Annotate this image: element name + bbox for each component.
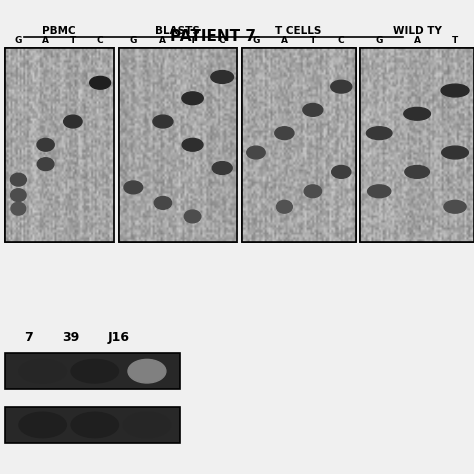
Ellipse shape [128, 359, 166, 383]
Ellipse shape [368, 185, 391, 198]
Text: A: A [281, 36, 288, 46]
Text: BLASTS: BLASTS [155, 26, 200, 36]
Text: G: G [129, 36, 137, 46]
Ellipse shape [441, 84, 469, 97]
Ellipse shape [211, 71, 234, 83]
Ellipse shape [10, 189, 26, 201]
Text: T CELLS: T CELLS [275, 26, 322, 36]
Ellipse shape [304, 185, 321, 198]
Text: G: G [375, 36, 383, 46]
Ellipse shape [182, 138, 203, 151]
Ellipse shape [154, 197, 172, 210]
Text: A: A [159, 36, 166, 46]
Ellipse shape [123, 412, 171, 438]
Text: PATIENT 7: PATIENT 7 [170, 28, 256, 44]
Ellipse shape [332, 165, 351, 178]
Ellipse shape [11, 202, 26, 215]
Text: G: G [15, 36, 22, 46]
Bar [118, 48, 237, 242]
Bar [242, 48, 356, 242]
Ellipse shape [444, 201, 466, 213]
Text: C: C [97, 36, 103, 46]
Ellipse shape [90, 76, 110, 89]
Text: A: A [414, 36, 420, 46]
Bar [118, 48, 237, 242]
Ellipse shape [19, 412, 66, 438]
Ellipse shape [275, 127, 294, 139]
Bar [5, 353, 180, 389]
Ellipse shape [442, 146, 468, 159]
Ellipse shape [184, 210, 201, 223]
Text: G: G [252, 36, 260, 46]
Bar [5, 48, 114, 242]
Ellipse shape [64, 115, 82, 128]
Text: A: A [42, 36, 49, 46]
Ellipse shape [276, 201, 292, 213]
Bar [360, 48, 474, 242]
Text: C: C [219, 36, 226, 46]
Bar [242, 48, 356, 242]
Text: PBMC: PBMC [43, 26, 76, 36]
Ellipse shape [247, 146, 265, 159]
Ellipse shape [303, 103, 323, 116]
Ellipse shape [71, 359, 118, 383]
Ellipse shape [366, 127, 392, 139]
Text: T: T [310, 36, 316, 46]
Ellipse shape [212, 162, 232, 174]
Text: T: T [452, 36, 458, 46]
Ellipse shape [10, 173, 27, 186]
Ellipse shape [71, 412, 118, 438]
Bar [5, 407, 180, 443]
Text: 7: 7 [24, 331, 33, 344]
Text: C: C [338, 36, 345, 46]
Bar [5, 48, 114, 242]
Text: T: T [190, 36, 196, 46]
Ellipse shape [404, 108, 430, 120]
Ellipse shape [331, 80, 352, 93]
Text: T: T [70, 36, 76, 46]
Ellipse shape [124, 181, 143, 194]
Text: J16: J16 [108, 331, 129, 344]
Ellipse shape [182, 92, 203, 105]
Ellipse shape [37, 138, 54, 151]
Ellipse shape [37, 158, 54, 171]
Bar [360, 48, 474, 242]
Text: WILD TY: WILD TY [392, 26, 442, 36]
Ellipse shape [153, 115, 173, 128]
Ellipse shape [405, 165, 429, 178]
Ellipse shape [19, 359, 66, 383]
Text: 39: 39 [63, 331, 80, 344]
